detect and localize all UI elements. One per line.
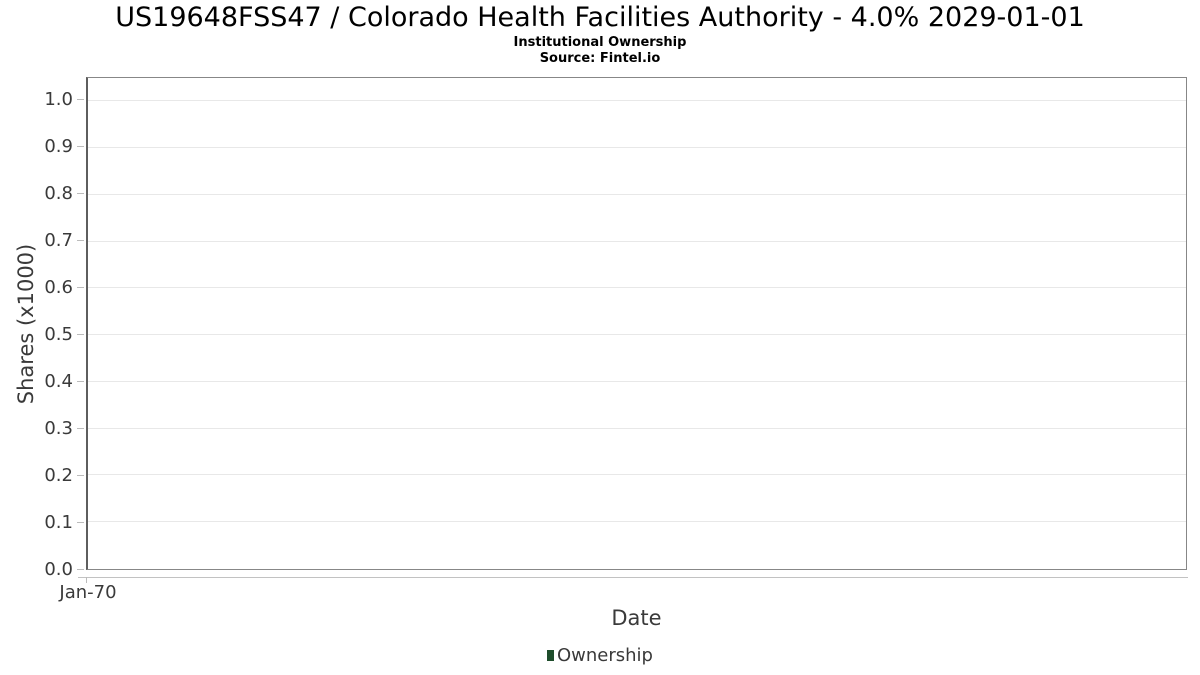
y-tick-mark <box>77 240 84 242</box>
chart-source: Source: Fintel.io <box>539 51 661 66</box>
y-tick-mark <box>77 146 84 148</box>
gridline <box>88 521 1186 523</box>
y-tick-label: 0.1 <box>44 512 73 534</box>
chart-title: US19648FSS47 / Colorado Health Facilitie… <box>115 2 1085 33</box>
x-axis-label: Date <box>611 606 662 630</box>
y-tick-mark <box>77 569 84 570</box>
gridline <box>88 334 1186 336</box>
y-tick-label: 1.0 <box>44 89 73 111</box>
gridline <box>88 240 1186 242</box>
y-tick-label: 0.9 <box>44 136 73 158</box>
y-tick-mark <box>77 334 84 336</box>
y-tick-label: 0.6 <box>44 277 73 299</box>
gridline <box>88 100 1186 102</box>
y-tick-label: 0.8 <box>44 183 73 205</box>
y-tick-mark <box>77 193 84 195</box>
y-axis-ticks: 0.0 0.1 0.2 0.3 0.4 0.5 0.6 0.7 0.8 0.9 1.0 <box>0 77 86 579</box>
y-tick-label: 0.7 <box>44 230 73 252</box>
y-tick-mark <box>77 287 84 289</box>
legend-item-ownership[interactable]: Ownership <box>547 645 653 666</box>
x-tick-label: Jan-70 <box>59 582 117 603</box>
gridline <box>88 427 1186 429</box>
y-tick-mark <box>77 475 84 477</box>
legend-label: Ownership <box>557 645 653 666</box>
y-tick-mark <box>77 522 84 524</box>
x-tick-mark <box>86 577 87 583</box>
gridline <box>88 287 1186 289</box>
y-tick-label: 0.0 <box>44 559 73 580</box>
y-tick-label: 0.4 <box>44 371 73 393</box>
gridline <box>88 380 1186 382</box>
y-tick-mark <box>77 428 84 430</box>
gridline <box>88 147 1186 149</box>
legend: Ownership <box>0 645 1200 666</box>
legend-swatch-icon <box>547 650 554 661</box>
y-tick-label: 0.5 <box>44 324 73 346</box>
y-tick-label: 0.2 <box>44 465 73 487</box>
gridline <box>88 193 1186 195</box>
gridline <box>88 474 1186 476</box>
y-tick-mark <box>77 381 84 383</box>
chart-subtitle: Institutional Ownership <box>513 35 687 50</box>
y-tick-label: 0.3 <box>44 418 73 440</box>
plot-area <box>86 77 1187 570</box>
x-axis-ticks: Jan-70 <box>59 577 1187 607</box>
y-tick-mark <box>77 99 84 101</box>
x-axis-line <box>78 577 1188 578</box>
